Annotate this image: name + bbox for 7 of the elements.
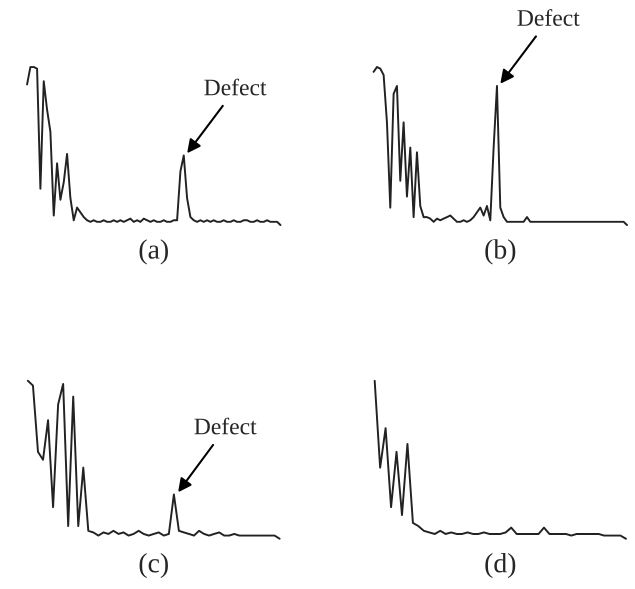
x-axis-title: (d) (485, 552, 516, 578)
annotation: Defect (194, 418, 257, 434)
x-axis-title: (b) (485, 239, 516, 264)
annotation: Defect (204, 78, 266, 96)
text: Defect (518, 9, 580, 26)
x-axis-title: (a) (140, 239, 168, 264)
x-axis-title: (c) (140, 552, 168, 578)
